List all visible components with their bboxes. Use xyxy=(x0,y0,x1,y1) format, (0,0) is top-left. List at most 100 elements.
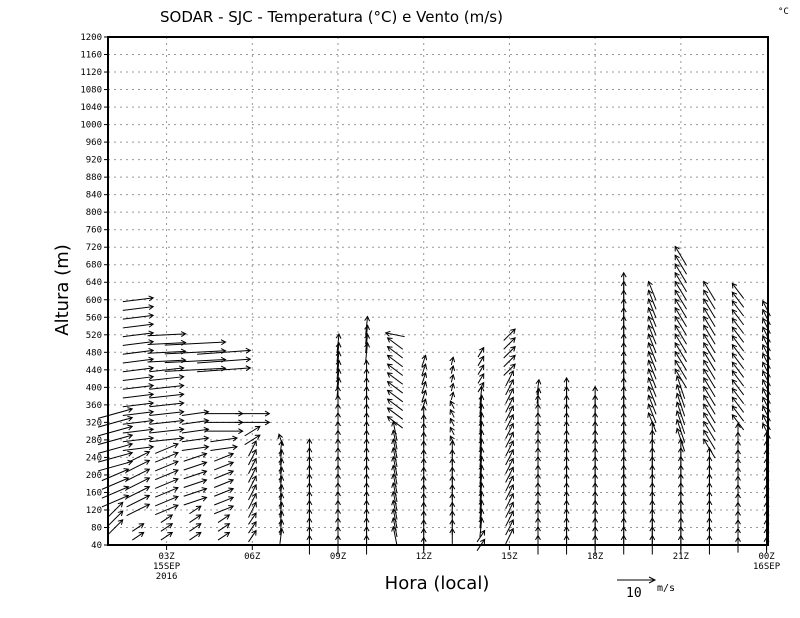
plot-frame xyxy=(107,36,769,546)
wind-arrow-head xyxy=(364,324,371,331)
wind-arrow xyxy=(154,451,179,463)
wind-arrow-shaft xyxy=(703,438,716,459)
wind-arrow-head xyxy=(421,389,428,396)
wind-arrow xyxy=(505,448,515,466)
wind-arrow-head xyxy=(703,359,709,366)
y-tick-label: 1200 xyxy=(80,33,102,43)
wind-arrow xyxy=(149,418,185,425)
wind-arrow-shaft xyxy=(731,326,745,343)
wind-arrow xyxy=(214,469,235,480)
wind-arrow-head xyxy=(647,403,653,410)
wind-arrow xyxy=(335,368,342,389)
wind-arrow-head xyxy=(731,308,738,315)
wind-arrow-shaft xyxy=(149,367,184,373)
y-tick-label: 120 xyxy=(86,506,102,516)
wind-arrow xyxy=(122,400,155,408)
wind-arrow-head xyxy=(731,335,738,341)
wind-arrow-shaft xyxy=(477,382,485,393)
wind-arrow xyxy=(505,440,515,457)
wind-arrow xyxy=(761,317,771,334)
wind-arrow-head xyxy=(386,346,393,352)
wind-arrow-head xyxy=(178,418,185,424)
wind-arrow-shaft xyxy=(387,416,404,429)
wind-arrow-head xyxy=(731,352,738,359)
y-tick-label: 440 xyxy=(86,366,102,376)
wind-arrow-head xyxy=(254,434,261,440)
wind-arrow-head xyxy=(123,485,130,492)
wind-arrow-head xyxy=(674,324,680,331)
wind-arrow-shaft xyxy=(648,316,657,336)
wind-arrow-shaft xyxy=(450,392,454,401)
wind-arrow xyxy=(675,401,686,426)
wind-arrow-head xyxy=(278,448,285,455)
wind-arrow-shaft xyxy=(336,369,340,389)
wind-arrow-head xyxy=(675,401,682,408)
wind-arrow xyxy=(674,341,687,363)
wind-arrow-head xyxy=(761,343,768,350)
wind-arrow-head xyxy=(228,496,235,502)
wind-arrow-head xyxy=(232,444,239,451)
wind-arrow xyxy=(122,383,155,390)
wind-arrow-head xyxy=(563,376,570,383)
wind-arrow xyxy=(761,300,771,317)
wind-arrow-shaft xyxy=(762,326,771,343)
wind-arrow xyxy=(674,359,687,380)
wind-arrow-head xyxy=(449,382,456,389)
wind-arrow xyxy=(421,354,428,367)
wind-arrow-head xyxy=(254,425,261,432)
wind-arrow-shaft xyxy=(122,349,154,355)
wind-arrow xyxy=(505,431,515,448)
wind-arrow-head xyxy=(264,419,271,426)
wind-arrow xyxy=(126,468,151,482)
wind-arrow-head xyxy=(172,477,179,484)
wind-arrow xyxy=(149,382,185,390)
wind-arrow xyxy=(97,450,134,463)
wind-arrow xyxy=(214,496,235,506)
wind-arrow-head xyxy=(180,331,187,337)
wind-arrow-shaft xyxy=(479,404,483,424)
wind-arrow-shaft xyxy=(122,419,154,425)
wind-arrow xyxy=(197,365,252,373)
wind-arrow-head xyxy=(245,347,252,354)
wind-arrow-shaft xyxy=(183,461,207,471)
wind-arrow xyxy=(674,368,687,389)
wind-arrow-shaft xyxy=(122,367,154,373)
wind-arrow-shaft xyxy=(181,428,209,434)
wind-arrow-head xyxy=(127,415,134,422)
wind-arrow xyxy=(535,378,542,396)
wind-arrow xyxy=(505,413,515,431)
wind-arrow-shaft xyxy=(122,393,154,399)
wind-arrow-shaft xyxy=(503,346,516,359)
wind-arrow-shaft xyxy=(674,307,687,328)
y-tick-label: 160 xyxy=(86,488,102,498)
wind-arrow-shaft xyxy=(126,503,150,517)
wind-arrow-head xyxy=(228,487,235,493)
wind-arrow-head xyxy=(264,410,271,417)
wind-arrow-shaft xyxy=(648,307,657,327)
wind-arrow-shaft xyxy=(279,476,283,492)
wind-arrow-shaft xyxy=(279,511,283,527)
wind-arrow-shaft xyxy=(149,402,184,408)
wind-arrow-head xyxy=(478,420,485,427)
x-tick-label: 00Z xyxy=(758,552,775,562)
wind-arrow xyxy=(477,355,485,367)
wind-arrow xyxy=(248,483,257,501)
wind-arrow-head xyxy=(148,383,155,389)
wind-arrow-head xyxy=(647,376,653,383)
wind-arrow-head xyxy=(674,333,680,340)
wind-arrow xyxy=(675,410,686,434)
wind-arrow-shaft xyxy=(126,495,150,508)
wind-arrow xyxy=(278,527,285,544)
wind-arrow-shaft xyxy=(126,460,150,473)
wind-arrow xyxy=(647,333,657,354)
wind-arrow-head xyxy=(148,426,155,433)
wind-arrow xyxy=(154,477,179,489)
wind-arrow-head xyxy=(479,355,485,362)
wind-arrow-shaft xyxy=(122,428,154,434)
wind-arrow-shaft xyxy=(214,470,234,480)
wind-arrow-head xyxy=(123,476,130,483)
wind-arrow-shaft xyxy=(392,491,398,511)
wind-arrow-head xyxy=(674,263,680,270)
wind-arrow-shaft xyxy=(674,368,687,389)
wind-arrow-head xyxy=(449,356,456,363)
